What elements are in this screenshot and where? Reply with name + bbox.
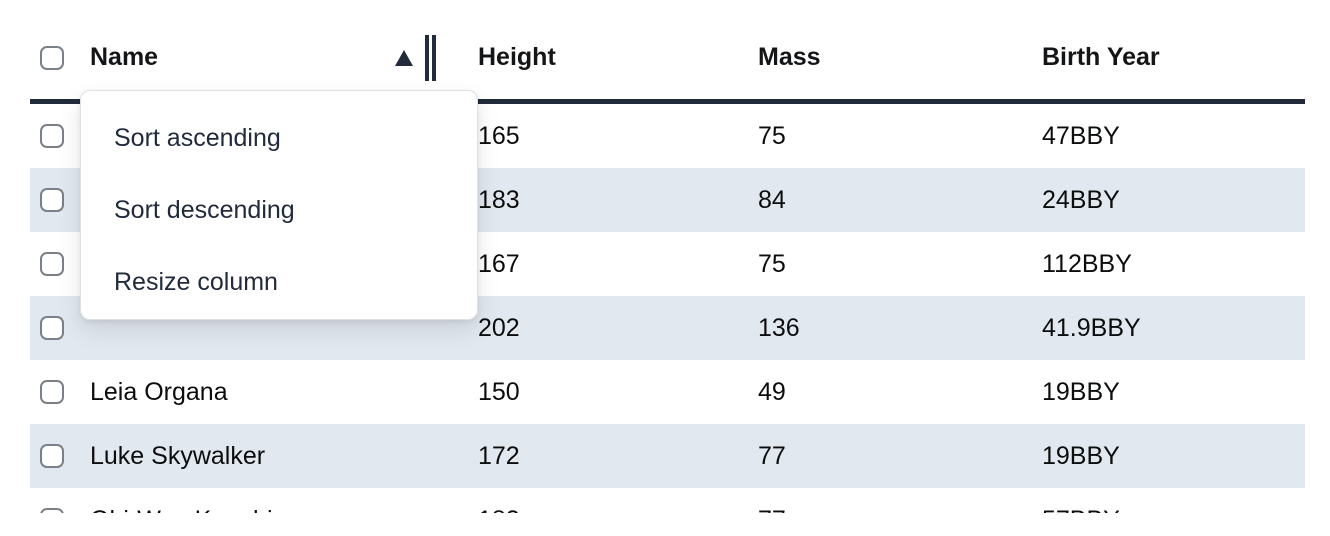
row-checkbox-cell xyxy=(30,508,80,513)
row-checkbox[interactable] xyxy=(40,188,64,212)
resize-bar xyxy=(432,34,436,81)
cell-name: Obi-Wan Kenobi xyxy=(80,506,477,514)
sort-ascending-icon xyxy=(395,49,413,66)
menu-item-sort-descending[interactable]: Sort descending xyxy=(114,195,295,224)
cell-mass: 75 xyxy=(758,121,786,150)
column-header-height[interactable]: Height xyxy=(478,43,556,71)
cell-mass: 49 xyxy=(758,377,786,406)
column-resize-handle-icon[interactable] xyxy=(425,34,436,81)
cell-height: 202 xyxy=(478,313,520,342)
column-header-mass[interactable]: Mass xyxy=(758,43,821,71)
row-checkbox-cell xyxy=(30,380,80,404)
cell-birth-year: 57BBY xyxy=(1041,506,1305,514)
cell-height: 172 xyxy=(478,441,520,470)
resize-bar xyxy=(425,34,429,81)
table-body: 165 75 47BBY 183 84 24BBY 167 75 112BBY … xyxy=(30,104,1305,513)
column-context-menu: Sort ascending Sort descending Resize co… xyxy=(80,90,478,320)
cell-birth-year: 19BBY xyxy=(1042,377,1120,406)
column-header-birth-year[interactable]: Birth Year xyxy=(1042,43,1160,71)
cell-birth-year: 41.9BBY xyxy=(1042,313,1141,342)
cell-birth-year: 47BBY xyxy=(1042,121,1120,150)
table-row[interactable]: 202 136 41.9BBY xyxy=(30,296,1305,360)
cell-name: Leia Organa xyxy=(90,377,228,406)
row-checkbox-cell xyxy=(30,444,80,468)
row-checkbox[interactable] xyxy=(40,508,64,513)
cell-mass: 77 xyxy=(757,506,1041,514)
select-all-checkbox[interactable] xyxy=(40,45,64,70)
row-checkbox[interactable] xyxy=(40,380,64,404)
row-checkbox-cell xyxy=(30,188,80,212)
row-checkbox[interactable] xyxy=(40,316,64,340)
cell-height: 182 xyxy=(477,506,757,514)
column-header-name[interactable]: Name xyxy=(80,34,477,81)
row-checkbox-cell xyxy=(30,316,80,340)
table-row[interactable]: Luke Skywalker 172 77 19BBY xyxy=(30,424,1305,488)
table-header-row: Name Height Mass Birth Year xyxy=(30,0,1305,104)
cell-mass: 136 xyxy=(758,313,800,342)
cell-birth-year: 24BBY xyxy=(1042,185,1120,214)
cell-mass: 77 xyxy=(758,441,786,470)
cell-mass: 84 xyxy=(758,185,786,214)
cell-height: 150 xyxy=(478,377,520,406)
row-checkbox-cell xyxy=(30,252,80,276)
select-all-cell xyxy=(30,45,80,70)
cell-height: 167 xyxy=(478,249,520,278)
cell-mass: 75 xyxy=(758,249,786,278)
table-row[interactable]: Obi-Wan Kenobi 182 77 57BBY xyxy=(30,488,1305,513)
cell-birth-year: 112BBY xyxy=(1042,249,1132,278)
row-checkbox[interactable] xyxy=(40,252,64,276)
cell-birth-year: 19BBY xyxy=(1042,441,1120,470)
menu-item-sort-ascending[interactable]: Sort ascending xyxy=(114,123,281,152)
table-row[interactable]: Leia Organa 150 49 19BBY xyxy=(30,360,1305,424)
cell-name: Luke Skywalker xyxy=(90,441,266,470)
data-table: Name Height Mass Birth Year 165 75 47BBY… xyxy=(30,0,1305,513)
row-checkbox[interactable] xyxy=(40,444,64,468)
row-checkbox-cell xyxy=(30,124,80,148)
menu-item-resize-column[interactable]: Resize column xyxy=(114,267,278,296)
cell-height: 183 xyxy=(478,185,520,214)
cell-height: 165 xyxy=(478,121,520,150)
row-checkbox[interactable] xyxy=(40,124,64,148)
column-header-name-label[interactable]: Name xyxy=(90,43,159,71)
